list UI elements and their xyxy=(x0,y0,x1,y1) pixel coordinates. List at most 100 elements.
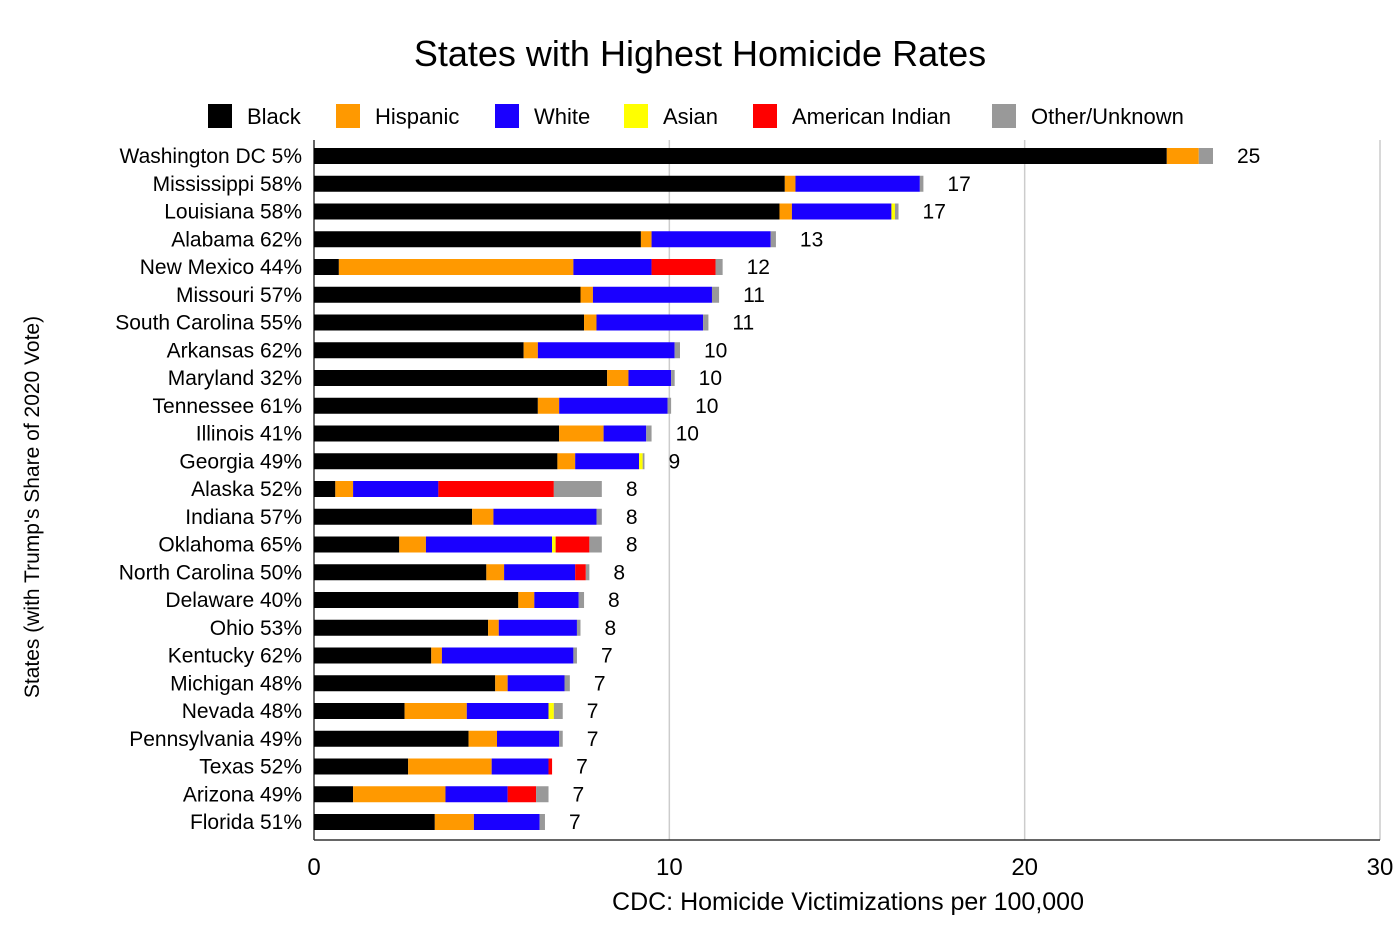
bar-segment-white xyxy=(493,508,597,525)
category-labels: Washington DC 5% Mississippi 58% Louisiana… xyxy=(115,145,302,834)
bar-segment-hispanic xyxy=(1166,148,1199,164)
total-label: 7 xyxy=(587,728,599,751)
total-label: 8 xyxy=(605,617,617,640)
bar-segment-other-unknown xyxy=(576,619,581,636)
bar-segment-black xyxy=(314,231,641,248)
bar-segment-white xyxy=(441,647,574,664)
bar-segment-hispanic xyxy=(537,397,560,414)
bar-segment-other-unknown xyxy=(553,703,563,719)
chart-title: States with Highest Homicide Rates xyxy=(414,33,986,74)
bar-segment-hispanic xyxy=(486,564,505,581)
bar-segment-white xyxy=(473,814,540,830)
bar-segment-hispanic xyxy=(779,203,792,220)
total-label: 11 xyxy=(743,284,765,307)
category-label: Missouri 57% xyxy=(176,284,302,307)
total-label: 9 xyxy=(668,450,680,473)
legend: Black Hispanic White Asian American Indian Ot… xyxy=(208,104,1184,129)
total-label: 7 xyxy=(576,756,588,779)
bar-segment-black xyxy=(314,703,405,719)
bar-segment-asian xyxy=(891,203,895,220)
bar-segment-other-unknown xyxy=(559,730,563,747)
category-label: Alaska 52% xyxy=(191,478,302,501)
bar-segment-asian xyxy=(552,536,556,553)
category-label: Indiana 57% xyxy=(185,506,302,529)
bar-segment-hispanic xyxy=(468,730,497,747)
bar-segment-black xyxy=(314,675,496,692)
bar-segment-hispanic xyxy=(408,758,492,775)
bar-segment-other-unknown xyxy=(564,675,570,692)
total-label: 12 xyxy=(747,256,770,279)
bar-segment-white xyxy=(559,397,668,414)
bar-segment-other-unknown xyxy=(1198,148,1213,164)
bar-segment-white xyxy=(491,758,549,775)
gridlines xyxy=(313,140,1381,841)
bar-segment-other-unknown xyxy=(596,508,602,525)
total-label: 7 xyxy=(601,645,613,668)
bar-segment-hispanic xyxy=(488,619,499,636)
bar-segment-hispanic xyxy=(523,342,538,359)
bar-segment-white xyxy=(425,536,553,553)
bar-segment-white xyxy=(575,453,640,470)
bar-segment-other-unknown xyxy=(703,314,709,331)
bar-segment-black xyxy=(314,175,785,192)
total-label: 13 xyxy=(800,228,823,251)
legend-swatch xyxy=(624,104,648,128)
bar-segment-black xyxy=(314,536,400,553)
total-label: 17 xyxy=(947,173,970,196)
bar-segment-black xyxy=(314,314,585,331)
x-tick-labels: 0 10 20 30 xyxy=(307,854,1393,881)
bar-segment-hispanic xyxy=(472,508,494,525)
bar-segment-black xyxy=(314,342,524,359)
total-label: 10 xyxy=(704,339,727,362)
total-label: 11 xyxy=(732,312,754,335)
category-label: Arkansas 62% xyxy=(167,339,302,362)
total-label: 25 xyxy=(1237,145,1260,168)
bar-segment-asian xyxy=(639,453,643,470)
bar-segment-hispanic xyxy=(584,314,597,331)
bar-segment-black xyxy=(314,370,608,386)
bar-segment-hispanic xyxy=(434,814,474,830)
legend-label: White xyxy=(534,104,590,129)
bar-segment-white xyxy=(537,342,675,359)
bar-segment-hispanic xyxy=(559,425,604,442)
category-label: Maryland 32% xyxy=(168,367,302,390)
bar-segment-american-indian xyxy=(507,786,537,803)
bar-segment-white xyxy=(534,592,579,608)
category-label: Georgia 49% xyxy=(179,450,302,473)
total-label: 7 xyxy=(569,811,581,834)
category-label: Illinois 41% xyxy=(196,423,302,446)
bar-segment-other-unknown xyxy=(578,592,585,608)
bar-segment-american-indian xyxy=(651,259,716,275)
x-tick-label: 30 xyxy=(1367,854,1394,881)
bar-segment-other-unknown xyxy=(539,814,545,830)
category-label: Mississippi 58% xyxy=(153,173,302,196)
legend-swatch xyxy=(992,104,1016,128)
category-label: Michigan 48% xyxy=(170,672,302,695)
bar-segment-hispanic xyxy=(495,675,508,692)
category-label: Pennsylvania 49% xyxy=(129,728,302,751)
bar-segment-hispanic xyxy=(338,259,574,275)
bar-segment-black xyxy=(314,786,354,803)
bar-segment-black xyxy=(314,203,780,220)
bar-segment-black xyxy=(314,758,409,775)
bar-segment-white xyxy=(628,370,672,386)
category-label: Florida 51% xyxy=(190,811,302,834)
category-label: Nevada 48% xyxy=(182,700,302,723)
category-label: New Mexico 44% xyxy=(140,256,302,279)
category-label: Delaware 40% xyxy=(165,589,302,612)
bar-segment-american-indian xyxy=(555,536,590,553)
bar-segment-hispanic xyxy=(640,231,652,248)
bar-segment-hispanic xyxy=(784,175,796,192)
category-label: Alabama 62% xyxy=(171,228,302,251)
bar-segment-black xyxy=(314,286,581,303)
bar-segment-other-unknown xyxy=(585,564,590,581)
x-tick-label: 20 xyxy=(1011,854,1038,881)
bar-segment-other-unknown xyxy=(667,397,672,414)
category-label: Washington DC 5% xyxy=(120,145,302,168)
bar-segment-other-unknown xyxy=(894,203,899,220)
bar-segment-hispanic xyxy=(353,786,446,803)
bar-segment-white xyxy=(498,619,577,636)
category-label: Arizona 49% xyxy=(183,783,302,806)
